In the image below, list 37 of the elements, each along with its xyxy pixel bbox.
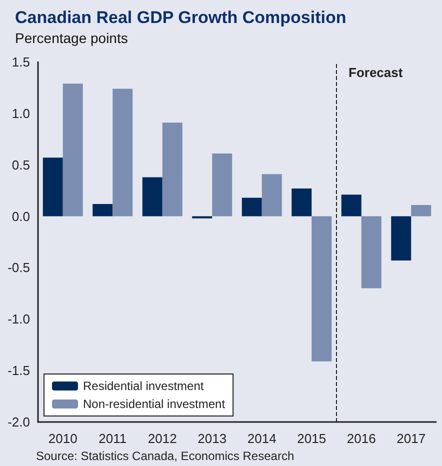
- y-tick-label: -0.5: [8, 260, 30, 276]
- bar: [112, 88, 133, 216]
- y-tick-label: 0.0: [12, 208, 30, 224]
- x-tick-label: 2016: [346, 431, 376, 446]
- x-tick-label: 2017: [396, 431, 426, 446]
- y-tick-label: -1.0: [8, 312, 30, 327]
- y-tick-label: 0.5: [12, 157, 30, 172]
- y-axis-title: Percentage points: [15, 30, 128, 46]
- x-tick-label: 2013: [198, 431, 227, 446]
- y-tick-label: 1.0: [12, 106, 30, 121]
- legend-label: Residential investment: [83, 379, 204, 393]
- x-tick-label: 2011: [98, 431, 127, 446]
- x-tick-label: 2012: [148, 431, 177, 446]
- bar: [312, 216, 332, 362]
- bar: [42, 158, 63, 216]
- bar: [212, 154, 232, 216]
- bar: [162, 122, 182, 216]
- bar: [361, 216, 382, 288]
- bar: [142, 177, 162, 216]
- source-note: Source: Statistics Canada, Economics Research: [36, 449, 294, 463]
- bar: [411, 204, 432, 216]
- x-tick-label: 2014: [247, 431, 276, 446]
- legend-label: Non-residential investment: [83, 397, 226, 411]
- bar: [292, 188, 312, 216]
- bar: [262, 174, 282, 216]
- chart-title: Canadian Real GDP Growth Composition: [15, 8, 346, 27]
- bar: [341, 194, 362, 216]
- x-tick-label: 2010: [48, 431, 78, 446]
- bar: [92, 204, 113, 216]
- y-tick-label: -1.5: [8, 363, 30, 378]
- bar: [242, 198, 262, 216]
- x-tick-label: 2015: [297, 431, 326, 446]
- bar: [391, 216, 412, 261]
- ref-line-label: Forecast: [348, 65, 404, 80]
- bar: [62, 84, 83, 216]
- y-tick-label: -2.0: [8, 414, 30, 430]
- y-tick-label: 1.5: [12, 54, 30, 70]
